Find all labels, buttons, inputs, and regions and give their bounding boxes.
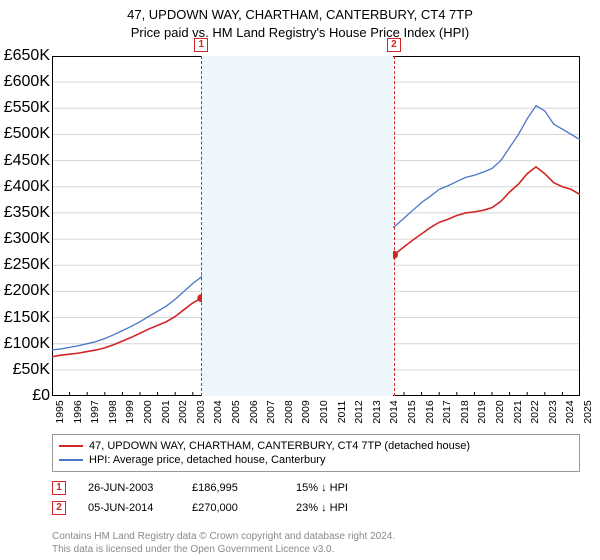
flag-date: 05-JUN-2014 — [88, 502, 170, 514]
flag-badge: 1 — [52, 481, 66, 495]
flag-badge: 2 — [387, 38, 401, 52]
flag-row: 1 26-JUN-2003 £186,995 15% ↓ HPI — [52, 478, 580, 498]
flag-price: £186,995 — [192, 482, 274, 494]
flag-badge: 1 — [194, 38, 208, 52]
legend-swatch-price — [59, 445, 83, 447]
flag-delta: 23% ↓ HPI — [296, 502, 378, 514]
legend: 47, UPDOWN WAY, CHARTHAM, CANTERBURY, CT… — [52, 434, 580, 472]
chart-title-block: 47, UPDOWN WAY, CHARTHAM, CANTERBURY, CT… — [0, 0, 600, 41]
footer: Contains HM Land Registry data © Crown c… — [52, 531, 580, 556]
flag-badge: 2 — [52, 501, 66, 515]
chart-subtitle: Price paid vs. HM Land Registry's House … — [0, 24, 600, 42]
legend-row-hpi: HPI: Average price, detached house, Cant… — [59, 453, 573, 467]
chart-title: 47, UPDOWN WAY, CHARTHAM, CANTERBURY, CT… — [0, 6, 600, 24]
footer-line: Contains HM Land Registry data © Crown c… — [52, 531, 580, 544]
legend-label-price: 47, UPDOWN WAY, CHARTHAM, CANTERBURY, CT… — [89, 440, 470, 452]
flag-price: £270,000 — [192, 502, 274, 514]
sale-flags: 1 26-JUN-2003 £186,995 15% ↓ HPI 2 05-JU… — [52, 478, 580, 518]
legend-row-price: 47, UPDOWN WAY, CHARTHAM, CANTERBURY, CT… — [59, 439, 573, 453]
flag-row: 2 05-JUN-2014 £270,000 23% ↓ HPI — [52, 498, 580, 518]
flag-delta: 15% ↓ HPI — [296, 482, 378, 494]
flag-date: 26-JUN-2003 — [88, 482, 170, 494]
plot-area: £0£50K£100K£150K£200K£250K£300K£350K£400… — [52, 56, 580, 396]
footer-line: This data is licensed under the Open Gov… — [52, 544, 580, 557]
price-chart: 47, UPDOWN WAY, CHARTHAM, CANTERBURY, CT… — [0, 0, 600, 560]
legend-label-hpi: HPI: Average price, detached house, Cant… — [89, 454, 325, 466]
legend-swatch-hpi — [59, 459, 83, 461]
